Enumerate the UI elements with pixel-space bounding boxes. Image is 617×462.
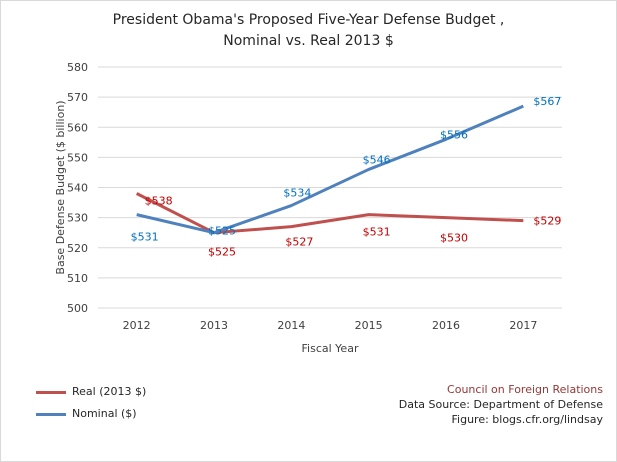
x-tick-label: 2014 — [277, 319, 305, 332]
source-figure: Figure: blogs.cfr.org/lindsay — [451, 413, 604, 426]
x-tick-label: 2013 — [200, 319, 228, 332]
y-tick-label: 580 — [67, 61, 88, 74]
y-tick-label: 570 — [67, 91, 88, 104]
legend-label-real: Real (2013 $) — [72, 385, 147, 398]
data-label-nominal: $531 — [131, 231, 159, 244]
y-tick-label: 500 — [67, 302, 88, 315]
data-label-nominal: $546 — [363, 153, 391, 166]
data-label-real: $530 — [440, 232, 468, 245]
source-org: Council on Foreign Relations — [447, 383, 603, 396]
legend-label-nominal: Nominal ($) — [72, 407, 137, 420]
x-tick-label: 2016 — [432, 319, 460, 332]
x-tick-label: 2015 — [355, 319, 383, 332]
y-tick-label: 510 — [67, 272, 88, 285]
source-data: Data Source: Department of Defense — [398, 398, 603, 411]
chart-title-line1: President Obama's Proposed Five-Year Def… — [112, 12, 505, 28]
y-tick-label: 560 — [67, 121, 88, 134]
y-tick-label: 530 — [67, 212, 88, 225]
data-label-real: $538 — [145, 195, 173, 208]
y-tick-label: 550 — [67, 151, 88, 164]
data-label-nominal: $567 — [533, 95, 561, 108]
data-label-nominal: $556 — [440, 128, 468, 141]
data-label-nominal: $534 — [283, 187, 311, 200]
x-tick-label: 2017 — [509, 319, 537, 332]
x-tick-label: 2012 — [123, 319, 151, 332]
legend-swatch-real — [36, 391, 66, 394]
y-tick-label: 540 — [67, 182, 88, 195]
data-label-real: $531 — [363, 226, 391, 239]
y-axis-label: Base Defense Budget ($ billion) — [54, 100, 67, 274]
chart-title-line2: Nominal vs. Real 2013 $ — [223, 33, 394, 49]
chart-title: President Obama's Proposed Five-Year Def… — [0, 10, 617, 52]
x-axis-label: Fiscal Year — [302, 342, 359, 355]
data-label-nominal: $525 — [208, 225, 236, 238]
y-tick-label: 520 — [67, 242, 88, 255]
data-label-real: $529 — [533, 215, 561, 228]
series-line-nominal — [136, 104, 524, 235]
series-line-real — [135, 192, 524, 235]
legend-swatch-nominal — [36, 413, 66, 416]
data-label-real: $525 — [208, 246, 236, 259]
data-label-real: $527 — [285, 236, 313, 249]
